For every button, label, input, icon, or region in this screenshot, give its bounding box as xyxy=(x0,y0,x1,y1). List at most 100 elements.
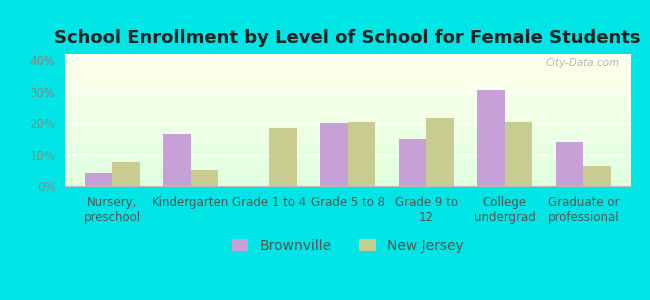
Bar xyxy=(65,103,630,104)
Bar xyxy=(65,120,630,121)
Bar xyxy=(65,149,630,150)
Bar xyxy=(65,170,630,172)
Bar xyxy=(65,177,630,178)
Bar xyxy=(65,111,630,112)
Bar xyxy=(65,182,630,183)
Bar xyxy=(65,166,630,167)
Bar xyxy=(65,66,630,67)
Bar xyxy=(477,90,505,186)
Bar xyxy=(190,170,218,186)
Bar xyxy=(65,59,630,61)
Bar xyxy=(65,164,630,165)
Bar xyxy=(65,125,630,127)
Bar xyxy=(65,54,630,55)
Bar xyxy=(65,158,630,160)
Bar xyxy=(65,150,630,152)
Bar xyxy=(65,148,630,149)
Bar xyxy=(65,140,630,141)
Bar xyxy=(65,137,630,139)
Bar xyxy=(65,169,630,170)
Bar xyxy=(65,82,630,83)
Bar xyxy=(65,94,630,95)
Bar xyxy=(65,119,630,120)
Bar xyxy=(65,124,630,125)
Bar xyxy=(65,98,630,99)
Bar xyxy=(65,172,630,173)
Bar xyxy=(65,68,630,70)
Bar xyxy=(65,100,630,101)
Bar xyxy=(65,57,630,58)
Text: City-Data.com: City-Data.com xyxy=(545,58,619,68)
Bar xyxy=(65,61,630,62)
Bar xyxy=(65,71,630,73)
Bar xyxy=(584,166,611,186)
Bar xyxy=(65,165,630,166)
Bar xyxy=(65,84,630,86)
Bar xyxy=(65,152,630,153)
Bar xyxy=(65,130,630,132)
Bar xyxy=(65,70,630,71)
Bar xyxy=(65,139,630,140)
Bar xyxy=(65,174,630,176)
Bar xyxy=(65,129,630,130)
Bar xyxy=(65,75,630,76)
Bar xyxy=(65,86,630,87)
Bar xyxy=(65,157,630,158)
Bar xyxy=(65,88,630,90)
Bar xyxy=(269,128,296,186)
Bar xyxy=(65,92,630,94)
Bar xyxy=(65,99,630,100)
Bar xyxy=(65,185,630,186)
Bar xyxy=(65,78,630,79)
Bar xyxy=(65,62,630,63)
Bar xyxy=(65,76,630,78)
Bar xyxy=(65,153,630,154)
Bar xyxy=(65,181,630,182)
Bar xyxy=(84,173,112,186)
Bar xyxy=(65,87,630,88)
Bar xyxy=(65,127,630,128)
Bar xyxy=(65,116,630,117)
Bar xyxy=(65,113,630,115)
Bar xyxy=(163,134,190,186)
Bar xyxy=(65,178,630,179)
Bar xyxy=(65,83,630,84)
Bar xyxy=(399,139,426,186)
Bar xyxy=(65,179,630,181)
Bar xyxy=(65,90,630,91)
Bar xyxy=(65,91,630,92)
Bar xyxy=(65,64,630,66)
Bar xyxy=(65,101,630,103)
Bar xyxy=(65,156,630,157)
Bar xyxy=(65,154,630,156)
Bar xyxy=(65,117,630,119)
Bar xyxy=(65,80,630,82)
Bar xyxy=(65,110,630,111)
Title: School Enrollment by Level of School for Female Students: School Enrollment by Level of School for… xyxy=(55,29,641,47)
Bar xyxy=(65,96,630,98)
Bar xyxy=(65,162,630,164)
Bar xyxy=(65,173,630,174)
Bar xyxy=(65,73,630,74)
Bar xyxy=(65,74,630,75)
Bar xyxy=(65,142,630,144)
Bar xyxy=(320,123,348,186)
Bar xyxy=(505,122,532,186)
Bar xyxy=(65,167,630,169)
Bar xyxy=(65,107,630,108)
Bar xyxy=(65,106,630,107)
Bar xyxy=(65,134,630,136)
Bar xyxy=(65,104,630,106)
Bar xyxy=(65,115,630,116)
Bar xyxy=(426,118,454,186)
Bar xyxy=(65,160,630,161)
Bar xyxy=(65,136,630,137)
Bar xyxy=(65,63,630,64)
Bar xyxy=(65,133,630,134)
Bar xyxy=(65,55,630,57)
Bar xyxy=(65,67,630,68)
Bar xyxy=(65,112,630,113)
Bar xyxy=(65,132,630,133)
Bar xyxy=(65,144,630,145)
Bar xyxy=(112,162,140,186)
